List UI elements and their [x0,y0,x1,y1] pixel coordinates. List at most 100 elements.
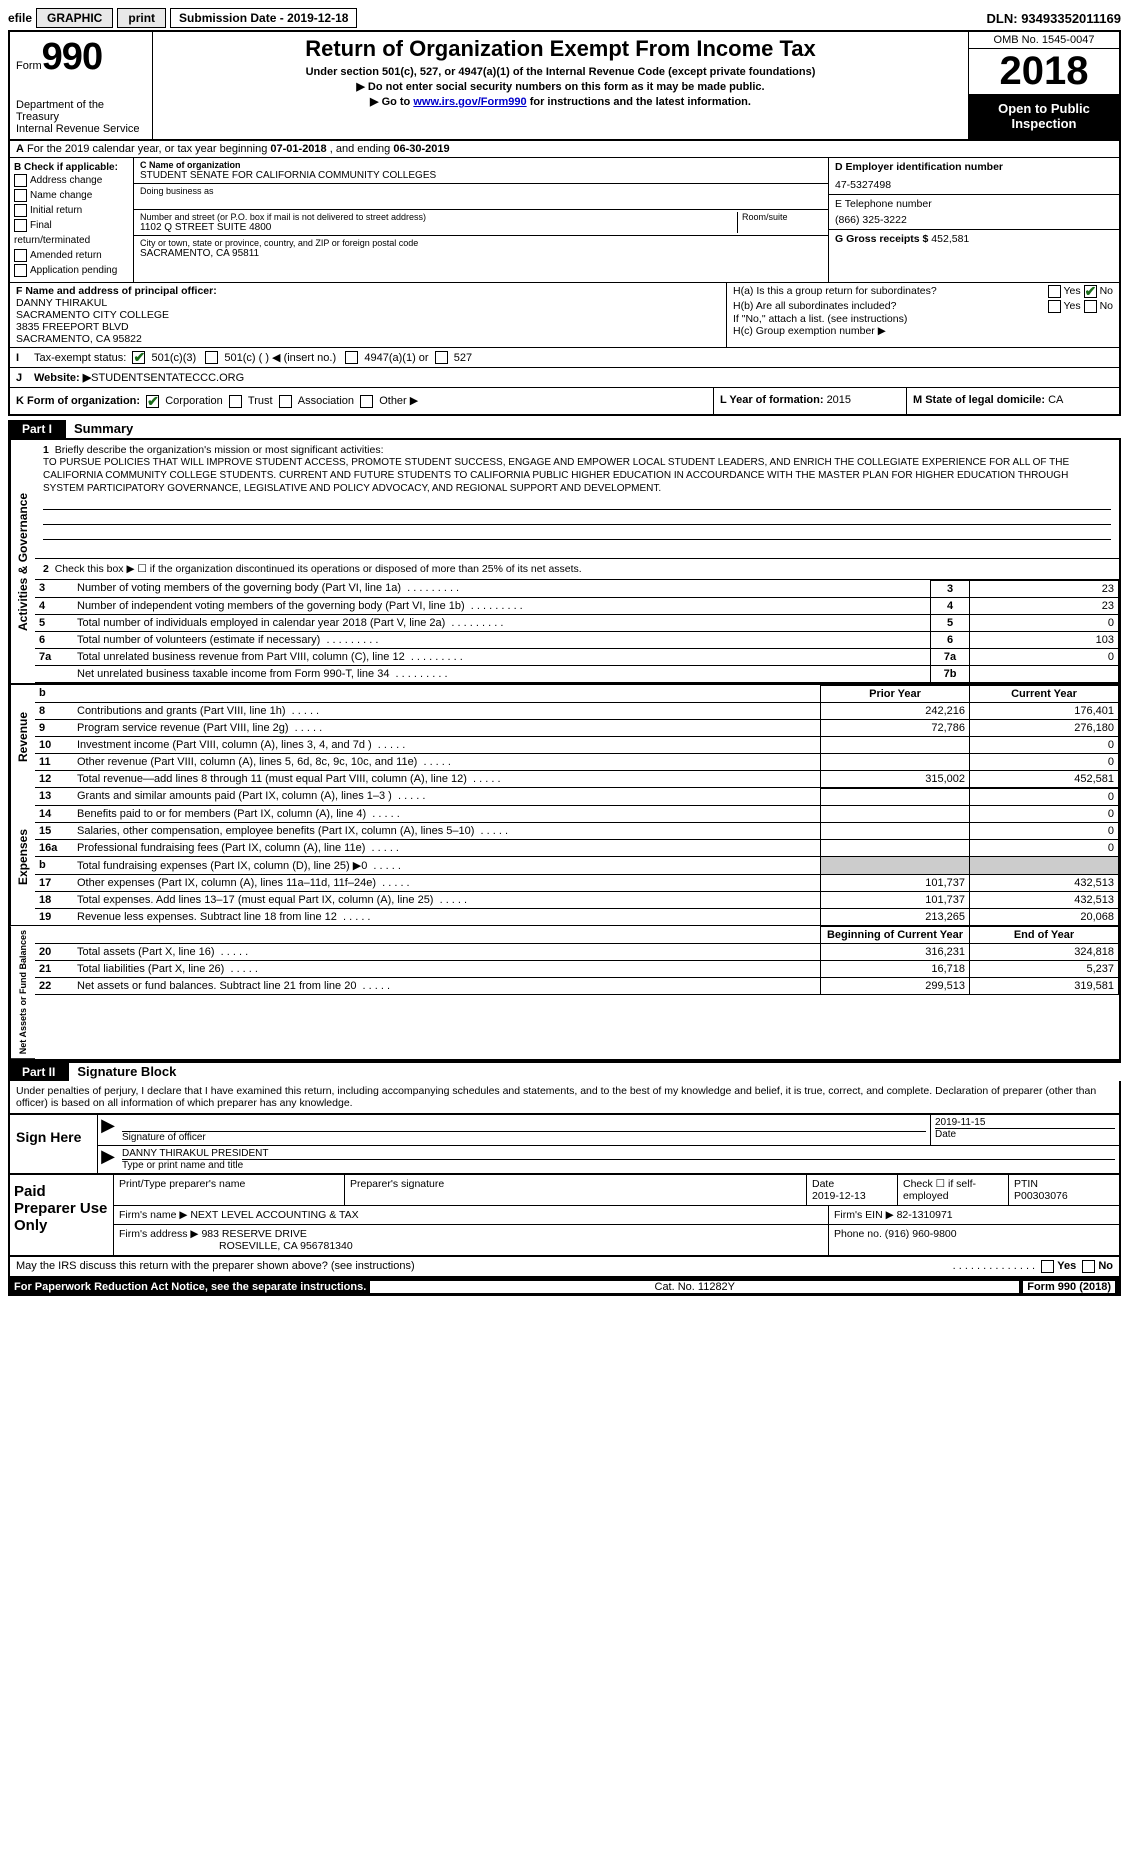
sig-date: 2019-11-15 [935,1117,1115,1129]
d-gross-label: G Gross receipts $ [835,233,931,245]
f-principal-officer: F Name and address of principal officer:… [10,283,726,347]
sign-here-block: Sign Here ▶ Signature of officer 2019-11… [8,1115,1121,1175]
ha-yes[interactable] [1048,285,1061,298]
irs-link[interactable]: www.irs.gov/Form990 [413,96,526,108]
k-other[interactable] [360,395,373,408]
table-row: 3 Number of voting members of the govern… [35,580,1119,597]
beg-year-head: Beginning of Current Year [821,926,970,943]
d-gross: 452,581 [931,233,969,245]
b-opt-4[interactable]: Amended return [14,248,129,263]
c-street: 1102 Q STREET SUITE 4800 [140,222,737,233]
hb-no[interactable] [1084,300,1097,313]
part1-summary: Activities & Governance 1 Briefly descri… [8,438,1121,685]
discuss-row: May the IRS discuss this return with the… [8,1257,1121,1278]
b-opt-1[interactable]: Name change [14,188,129,203]
k-trust[interactable] [229,395,242,408]
c-street-label: Number and street (or P.O. box if mail i… [140,212,737,222]
table-row: 13 Grants and similar amounts paid (Part… [35,788,1119,805]
table-row: 11 Other revenue (Part VIII, column (A),… [35,753,1119,770]
multi-section: Revenue b Prior Year Current Year 8 Cont… [8,685,1121,1061]
c-city: SACRAMENTO, CA 95811 [140,248,822,259]
mission-text: TO PURSUE POLICIES THAT WILL IMPROVE STU… [43,456,1111,495]
table-row: 9 Program service revenue (Part VIII, li… [35,719,1119,736]
mission-block: 1 Briefly describe the organization's mi… [35,440,1119,559]
table-row: 21 Total liabilities (Part X, line 26) .… [35,960,1119,977]
d-phone: (866) 325-3222 [835,214,1113,226]
open-inspection: Open to Public Inspection [969,95,1119,139]
arrow-icon: ▶ [98,1115,118,1145]
form-header: Form 990 Department of the Treasury Inte… [8,30,1121,141]
discuss-no[interactable] [1082,1260,1095,1273]
arrow-icon: ▶ [98,1146,118,1173]
table-row: 22 Net assets or fund balances. Subtract… [35,977,1119,994]
ha-no[interactable] [1084,285,1097,298]
b-opt-5[interactable]: Application pending [14,263,129,278]
table-row: 18 Total expenses. Add lines 13–17 (must… [35,891,1119,908]
table-row: 15 Salaries, other compensation, employe… [35,822,1119,839]
b-opt-2[interactable]: Initial return [14,203,129,218]
table-row: 10 Investment income (Part VIII, column … [35,736,1119,753]
subtitle-1: Under section 501(c), 527, or 4947(a)(1)… [159,66,962,78]
b-opt-3[interactable]: Final return/terminated [14,218,129,248]
tax-year: 2018 [969,49,1119,95]
footer-left: For Paperwork Reduction Act Notice, see … [14,1281,366,1293]
b-opt-0[interactable]: Address change [14,173,129,188]
table-row: 6 Total number of volunteers (estimate i… [35,631,1119,648]
table-row: 4 Number of independent voting members o… [35,597,1119,614]
i-4947[interactable] [345,351,358,364]
k-assoc[interactable] [279,395,292,408]
section-bcd: B Check if applicable: Address change Na… [8,158,1121,283]
expenses-table: 13 Grants and similar amounts paid (Part… [35,788,1119,926]
line-2: 2 Check this box ▶ ☐ if the organization… [35,559,1119,580]
hb-yes[interactable] [1048,300,1061,313]
paid-preparer-block: Paid Preparer Use Only Print/Type prepar… [8,1175,1121,1257]
table-row: 7a Total unrelated business revenue from… [35,648,1119,665]
department-label: Department of the Treasury Internal Reve… [16,99,146,135]
prior-year-head: Prior Year [821,685,970,702]
current-year-head: Current Year [970,685,1119,702]
net-assets-table: Beginning of Current Year End of Year 20… [35,926,1119,995]
footer-cat: Cat. No. 11282Y [370,1281,1019,1293]
row-j-website: J Website: ▶ STUDENTSENTATECCC.ORG [8,368,1121,388]
firm-addr1: 983 RESERVE DRIVE [201,1228,306,1240]
table-row: 8 Contributions and grants (Part VIII, l… [35,702,1119,719]
omb-number: OMB No. 1545-0047 [969,32,1119,49]
graphic-button[interactable]: GRAPHIC [36,8,113,28]
vtab-net-assets: Net Assets or Fund Balances [10,926,35,1059]
governance-table: 3 Number of voting members of the govern… [35,580,1119,683]
sig-type-label: Type or print name and title [122,1160,1115,1171]
firm-addr2: ROSEVILLE, CA 956781340 [219,1240,353,1252]
j-website: STUDENTSENTATECCC.ORG [91,372,244,384]
table-row: 14 Benefits paid to or for members (Part… [35,805,1119,822]
revenue-table: b Prior Year Current Year 8 Contribution… [35,685,1119,788]
row-i-tax-exempt: I Tax-exempt status: 501(c)(3) 501(c) ( … [8,348,1121,368]
header-mid: Return of Organization Exempt From Incom… [153,32,968,139]
vtab-governance: Activities & Governance [10,440,35,683]
i-501c[interactable] [205,351,218,364]
sig-officer-label: Signature of officer [122,1132,926,1143]
col-c-org-info: C Name of organization STUDENT SENATE FO… [134,158,828,282]
prep-date: 2019-12-13 [812,1190,892,1202]
table-row: b Total fundraising expenses (Part IX, c… [35,856,1119,874]
page-footer: For Paperwork Reduction Act Notice, see … [8,1278,1121,1296]
sig-date-label: Date [935,1129,1115,1140]
k-corp[interactable] [146,395,159,408]
d-ein-label: D Employer identification number [835,161,1113,173]
discuss-yes[interactable] [1041,1260,1054,1273]
part2-head: Part II Signature Block [8,1061,1121,1081]
form-title: Return of Organization Exempt From Incom… [159,36,962,62]
print-button[interactable]: print [117,8,166,28]
table-row: 20 Total assets (Part X, line 16) . . . … [35,943,1119,960]
section-fh: F Name and address of principal officer:… [8,283,1121,348]
i-527[interactable] [435,351,448,364]
header-right: OMB No. 1545-0047 2018 Open to Public In… [968,32,1119,139]
table-row: 12 Total revenue—add lines 8 through 11 … [35,770,1119,787]
prep-name-head: Print/Type preparer's name [114,1175,345,1205]
d-phone-label: E Telephone number [835,198,1113,210]
firm-name: NEXT LEVEL ACCOUNTING & TAX [190,1209,358,1221]
top-bar: efile GRAPHIC print Submission Date - 20… [8,8,1121,28]
firm-phone: (916) 960-9800 [885,1228,957,1240]
paid-prep-label: Paid Preparer Use Only [10,1175,113,1255]
i-501c3[interactable] [132,351,145,364]
part2-title: Signature Block [77,1064,176,1079]
